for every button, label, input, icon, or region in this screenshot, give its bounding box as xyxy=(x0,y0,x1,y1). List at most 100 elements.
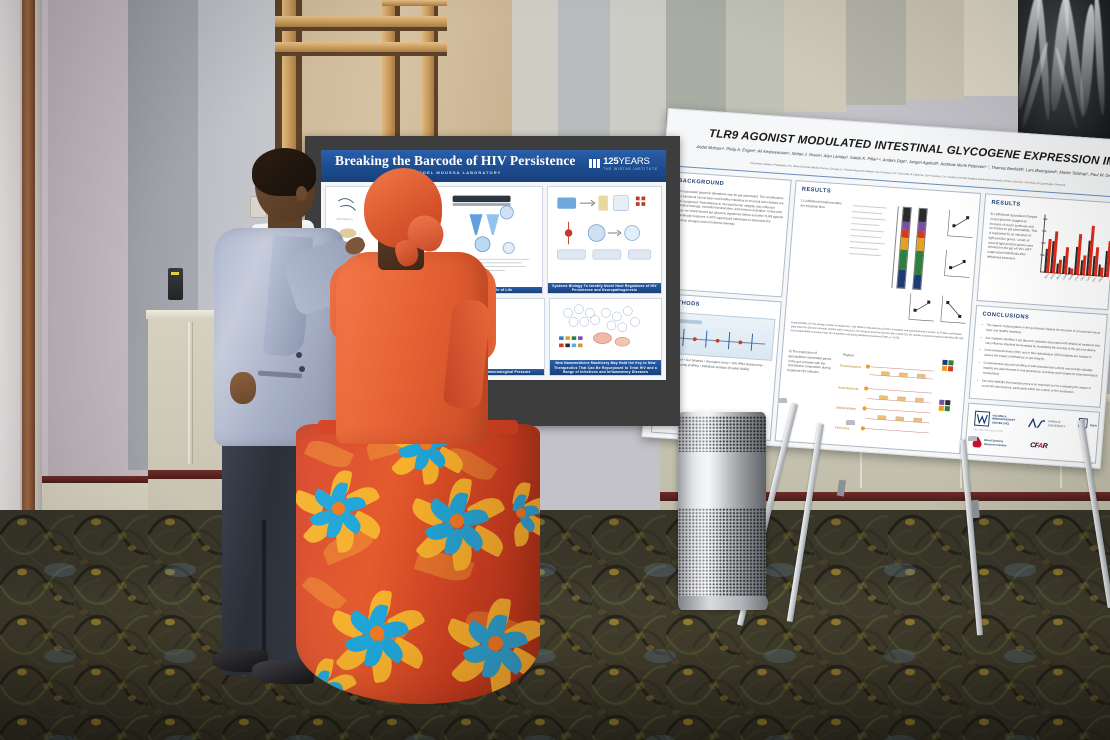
easel-hook-left xyxy=(846,420,855,425)
wainscot-groove-2 xyxy=(192,322,193,464)
legend-line xyxy=(849,241,885,245)
panel-methods: METHODS • Study cohort • Gut biopsies xyxy=(650,293,782,441)
legend-line xyxy=(852,205,887,209)
man-hair xyxy=(252,148,316,196)
text-results-item1: 1) Lefitolimod treatment alters the inte… xyxy=(800,198,843,210)
door-frame-inner xyxy=(35,0,42,640)
svg-text:OCLN: OCLN xyxy=(1074,274,1081,281)
artwork-framed xyxy=(1018,0,1110,145)
wainscot-groove-1 xyxy=(188,322,190,464)
svg-text:Bacteroidetes: Bacteroidetes xyxy=(836,405,856,410)
woman-skirt xyxy=(296,424,540,704)
svg-text:CLDN1: CLDN1 xyxy=(1062,272,1069,280)
text-background: HIV-associated glycomic alterations may … xyxy=(674,188,784,226)
phylum-network-diagram: Phylum Proteobacteria Actinobacteria Bac… xyxy=(832,349,963,451)
panel-5-figures xyxy=(559,304,640,348)
wistar-125-logo: 125YEARS THE WISTAR INSTITUTE xyxy=(588,156,658,171)
panel-results-center: RESULTS 1) Lefitolimod treatment alters … xyxy=(774,180,982,455)
easel-clamp-right xyxy=(971,499,980,519)
svg-text:Viral latency: Viral latency xyxy=(337,217,354,221)
svg-text:MUC4: MUC4 xyxy=(1056,272,1063,280)
skirt-flower xyxy=(296,656,358,704)
svg-text:TJP1: TJP1 xyxy=(1080,275,1086,282)
trash-perforation-top xyxy=(678,416,766,452)
wall-strip-5 xyxy=(726,0,784,120)
wall-strip-9 xyxy=(964,0,1018,96)
trash-perforation-bottom xyxy=(678,508,766,602)
wistar-logo-icon xyxy=(974,410,991,427)
legend-line xyxy=(851,217,886,221)
diversity-plot-species xyxy=(903,291,938,327)
diversity-plot-simpson xyxy=(939,247,974,283)
logo-years: 125YEARS xyxy=(603,156,650,167)
logo-vic-wistar: VACCINE & IMMUNOTHERAPY CENTER (VIC) xyxy=(973,410,1015,429)
door-frame-wood xyxy=(22,0,35,640)
skirt-flower xyxy=(296,468,385,554)
skirt-flower xyxy=(492,480,540,547)
poster-left-panel-5: New Nanomedicine Machinery May Hold the … xyxy=(549,298,662,376)
legend-line xyxy=(852,211,883,215)
poster-left-title: Breaking the Barcode of HIV Persistence xyxy=(335,153,576,168)
wall-strip-1 xyxy=(512,0,558,150)
methods-figure xyxy=(664,311,776,361)
diversity-plot-shannon xyxy=(942,208,977,244)
skirt-flower xyxy=(443,596,540,696)
panel-results-right: RESULTS 3) Lefitolimod associated change… xyxy=(976,193,1110,311)
badge-reader-icon[interactable] xyxy=(168,268,183,300)
wall-strip-3 xyxy=(610,0,666,150)
logo-institute: THE WISTAR INSTITUTE xyxy=(603,167,658,171)
heading-conclusions: CONCLUSIONS xyxy=(982,311,1030,321)
legend-line xyxy=(851,223,880,227)
conclusions-list: The degree of glycosylation in the gut d… xyxy=(976,322,1101,399)
svg-text:Phylum: Phylum xyxy=(843,353,855,358)
svg-text:Firmicutes: Firmicutes xyxy=(835,425,850,430)
carpet-pattern xyxy=(0,510,1110,740)
man-blazer-button xyxy=(296,352,302,358)
trash-receptacle xyxy=(678,412,766,607)
diversity-plot-evenness xyxy=(935,293,970,329)
panel-3-caption: Systems Biology To Identify Novel Host R… xyxy=(548,282,661,293)
heading-results-1: RESULTS xyxy=(801,186,832,195)
chair-rail-right xyxy=(660,492,1110,501)
chair-rail-left xyxy=(42,476,152,483)
panel-5-caption: New Nanomedicine Machinery May Hold the … xyxy=(550,360,661,375)
text-results-item2: 2) The expression of glycosylation-assoc… xyxy=(787,349,832,375)
man-blazer-button xyxy=(299,366,305,372)
svg-text:MUC1: MUC1 xyxy=(1044,272,1051,279)
heading-results-2: RESULTS xyxy=(991,199,1021,208)
poster-left-subtitle: ABDEL MOUSSA LABORATORY xyxy=(415,170,502,175)
wall-strip-6 xyxy=(784,0,846,112)
man-ear xyxy=(296,186,307,201)
carpet-floor xyxy=(0,510,1110,740)
svg-text:MUC2: MUC2 xyxy=(1050,272,1057,279)
legend-line xyxy=(849,246,879,251)
text-results-2: 3) Lefitolimod associated changes on gut… xyxy=(986,211,1038,261)
wall-strip-2 xyxy=(558,0,610,150)
stacked-bar-treatment xyxy=(912,207,928,291)
wainscot-cap-center xyxy=(146,310,246,319)
poster-right-surface: TLR9 AGONIST MODULATED INTESTINAL GLYCOG… xyxy=(641,108,1110,470)
logo-aarhus-university: AARHUS UNIVERSITY xyxy=(1027,417,1067,431)
svg-text:Actinobacteria: Actinobacteria xyxy=(838,386,859,391)
easel-hook-center xyxy=(778,398,787,403)
poster-left-header: Breaking the Barcode of HIV Persistence … xyxy=(321,150,666,182)
man-hand-lower xyxy=(230,372,256,404)
poster-board-right[interactable]: TLR9 AGONIST MODULATED INTESTINAL GLYCOG… xyxy=(641,108,1110,470)
blood-drop-icon xyxy=(972,436,982,448)
wall-strip-7 xyxy=(846,0,906,105)
panel-conclusions: CONCLUSIONS The degree of glycosylation … xyxy=(968,304,1108,408)
wistar-mark-icon xyxy=(588,159,601,168)
man-trouser-seam xyxy=(262,520,266,670)
easel-hook-right xyxy=(968,436,977,441)
panel-background: BACKGROUND HIV-associated glycomic alter… xyxy=(662,171,792,298)
svg-text:TJP2: TJP2 xyxy=(1086,275,1092,282)
skirt-flower xyxy=(328,588,428,684)
stacked-bar-chart xyxy=(888,206,938,291)
chair-rail-center xyxy=(148,470,244,479)
aarhus-logo-icon xyxy=(1027,417,1046,429)
poster-left-panel-3: Systems Biology To Identify Novel Host R… xyxy=(547,186,662,294)
heading-background: BACKGROUND xyxy=(677,177,725,188)
legend-line xyxy=(850,229,884,233)
svg-text:Proteobacteria: Proteobacteria xyxy=(840,364,861,369)
